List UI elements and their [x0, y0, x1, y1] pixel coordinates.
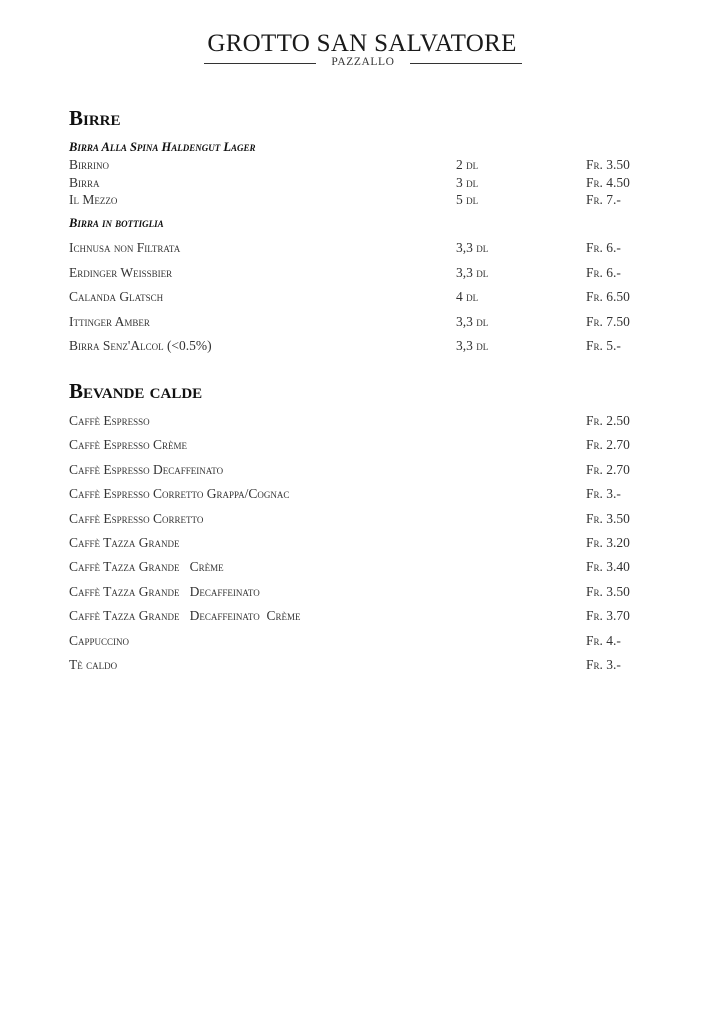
- item-name: Caffè Tazza Grande Decaffeinato Crème: [69, 608, 301, 624]
- menu-item: Erdinger Weissbier 3,3 dl Fr. 6.-: [69, 265, 639, 281]
- item-price: Fr. 6.-: [586, 240, 621, 255]
- item-size: 4 dl: [456, 289, 479, 304]
- menu-item: Ittinger Amber 3,3 dl Fr. 7.50: [69, 314, 639, 330]
- item-size: 3,3 dl: [456, 338, 489, 353]
- menu-item: Tè caldo Fr. 3.-: [69, 657, 639, 673]
- menu-item: Caffè Tazza Grande Crème Fr. 3.40: [69, 559, 639, 575]
- item-name: Birrino: [69, 157, 110, 172]
- item-price: Fr. 2.70: [586, 461, 630, 477]
- item-name: Caffè Tazza Grande Decaffeinato: [69, 583, 260, 599]
- menu-item: Ichnusa non Filtrata 3,3 dl Fr. 6.-: [69, 240, 639, 256]
- subtitle-block: PAZZALLO: [204, 56, 522, 70]
- menu-item: Birra Senz'Alcol (<0.5%) 3,3 dl Fr. 5.-: [69, 338, 639, 354]
- item-price: Fr. 2.50: [586, 413, 630, 428]
- section-heading-birre: Birre: [69, 106, 121, 130]
- item-name: Ichnusa non Filtrata: [69, 240, 181, 255]
- menu-item: Birrino 2 dl Fr. 3.50: [69, 157, 639, 173]
- menu-item: Caffè Tazza Grande Decaffeinato Crème Fr.…: [69, 608, 639, 624]
- item-name: Caffè Espresso Decaffeinato: [69, 461, 224, 477]
- item-price: Fr. 3.50: [586, 510, 630, 526]
- menu-item: Il Mezzo 5 dl Fr. 7.-: [69, 192, 639, 208]
- item-price: Fr. 6.-: [586, 264, 621, 280]
- item-size: 5 dl: [456, 192, 479, 207]
- item-name: Calanda Glatsch: [69, 289, 164, 304]
- item-price: Fr. 3.40: [586, 559, 630, 575]
- section-heading-bevande-calde: Bevande calde: [69, 379, 203, 403]
- menu-item: Caffè Espresso Corretto Grappa/Cognac Fr.…: [69, 486, 639, 502]
- menu-item: Calanda Glatsch 4 dl Fr. 6.50: [69, 289, 639, 305]
- item-price: Fr. 5.-: [586, 338, 621, 353]
- item-name: Cappuccino: [69, 632, 130, 648]
- item-name: Birra Senz'Alcol (<0.5%): [69, 338, 212, 353]
- divider-left: [204, 63, 316, 64]
- item-name: Caffè Espresso Corretto: [69, 510, 204, 526]
- menu-item: Caffè Espresso Corretto Fr. 3.50: [69, 511, 639, 527]
- item-price: Fr. 3.-: [586, 657, 621, 672]
- item-price: Fr. 4.-: [586, 632, 621, 648]
- divider-right: [410, 63, 522, 64]
- menu-item: Birra 3 dl Fr. 4.50: [69, 175, 639, 191]
- item-size: 2 dl: [456, 157, 479, 172]
- item-size: 3,3 dl: [456, 264, 489, 280]
- item-size: 3 dl: [456, 174, 479, 190]
- restaurant-title: GROTTO SAN SALVATORE: [207, 30, 517, 57]
- item-size: 3,3 dl: [456, 313, 489, 329]
- item-price: Fr. 3.-: [586, 486, 621, 502]
- subsection-spina: Birra Alla Spina Haldengut Lager: [69, 140, 256, 154]
- item-name: Il Mezzo: [69, 192, 118, 207]
- menu-item: Caffè Espresso Fr. 2.50: [69, 413, 639, 429]
- location-subtitle: PAZZALLO: [331, 56, 395, 68]
- item-name: Caffè Espresso Corretto Grappa/Cognac: [69, 486, 290, 502]
- item-name: Caffè Espresso Crème: [69, 437, 188, 453]
- subsection-bottiglia: Birra in bottiglia: [69, 216, 164, 230]
- menu-item: Caffè Tazza Grande Decaffeinato Fr. 3.50: [69, 584, 639, 600]
- item-name: Caffè Espresso: [69, 413, 150, 428]
- item-price: Fr. 3.50: [586, 157, 630, 172]
- item-price: Fr. 3.70: [586, 608, 630, 624]
- item-price: Fr. 3.50: [586, 583, 630, 599]
- menu-item: Caffè Tazza Grande Fr. 3.20: [69, 535, 639, 551]
- menu-item: Cappuccino Fr. 4.-: [69, 633, 639, 649]
- item-name: Tè caldo: [69, 657, 118, 672]
- item-price: Fr. 7.50: [586, 313, 630, 329]
- menu-item: Caffè Espresso Decaffeinato Fr. 2.70: [69, 462, 639, 478]
- item-price: Fr. 4.50: [586, 174, 630, 190]
- item-name: Caffè Tazza Grande Crème: [69, 559, 224, 575]
- item-name: Caffè Tazza Grande: [69, 535, 180, 550]
- item-size: 3,3 dl: [456, 240, 489, 255]
- item-price: Fr. 6.50: [586, 289, 630, 304]
- item-name: Ittinger Amber: [69, 313, 150, 329]
- item-price: Fr. 2.70: [586, 437, 630, 453]
- menu-item: Caffè Espresso Crème Fr. 2.70: [69, 437, 639, 453]
- item-name: Birra: [69, 174, 100, 190]
- item-price: Fr. 7.-: [586, 192, 621, 207]
- item-name: Erdinger Weissbier: [69, 264, 173, 280]
- item-price: Fr. 3.20: [586, 535, 630, 550]
